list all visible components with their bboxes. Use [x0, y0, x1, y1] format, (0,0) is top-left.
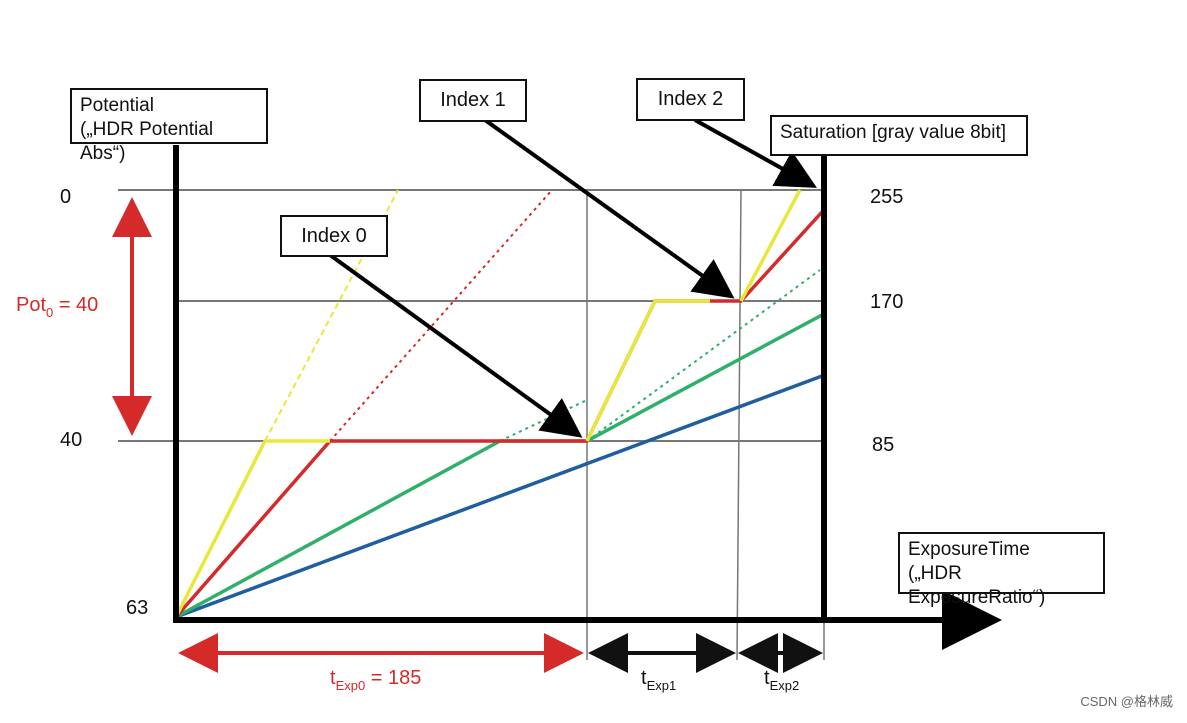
potential-subtitle: („HDR Potential Abs“) — [80, 119, 214, 164]
texp2-subscript: Exp2 — [769, 678, 800, 693]
pot0-label: Pot0 = 40 — [16, 293, 99, 320]
exposure-title: ExposureTime — [908, 539, 1030, 560]
yellow-response-line-3 — [739, 189, 802, 302]
potential-label-box: Potential („HDR Potential Abs“) — [70, 88, 268, 164]
index1-arrow — [483, 118, 735, 299]
texp0-value: = 185 — [365, 667, 422, 689]
green-dashed-extension — [499, 399, 588, 442]
pot0-value: = 40 — [53, 294, 99, 316]
potential-value-top: 0 — [60, 186, 72, 208]
index0-box: Index 0 — [280, 215, 388, 257]
saturation-value-mid: 170 — [870, 291, 904, 313]
blue-response-line — [175, 374, 823, 619]
vline-exp1 — [736, 189, 742, 661]
watermark: CSDN @格林威 — [1080, 694, 1173, 709]
texp0-label: tExp0 = 185 — [330, 666, 422, 693]
potential-title: Potential — [80, 95, 154, 116]
texp0-t: t — [330, 667, 336, 689]
green-response-line — [175, 313, 823, 619]
saturation-label-box: Saturation [gray value 8bit] — [770, 115, 1028, 156]
yellow-response-line — [174, 439, 330, 618]
texp1-subscript: Exp1 — [646, 678, 677, 693]
index0-arrow — [328, 253, 583, 438]
exposure-subtitle: („HDR ExposureRatio“) — [908, 563, 1046, 608]
index1-label: Index 1 — [440, 89, 506, 111]
index1-box: Index 1 — [419, 79, 527, 122]
pot0-prefix: Pot — [16, 294, 47, 316]
saturation-title: Saturation [gray value 8bit] — [780, 122, 1007, 143]
index2-arrow — [694, 118, 817, 188]
index2-label: Index 2 — [657, 88, 724, 110]
saturation-value-low: 85 — [872, 434, 895, 456]
texp1-t: t — [641, 667, 647, 689]
yellow-response-line-2 — [585, 299, 710, 442]
green-dashed-extension-2 — [586, 269, 821, 442]
potential-value-bottom: 63 — [126, 597, 149, 619]
potential-value-mid: 40 — [60, 429, 83, 451]
yellow-dashed-extension — [264, 189, 399, 442]
saturation-value-top: 255 — [870, 186, 904, 208]
exposure-label-box: ExposureTime („HDR ExposureRatio“) — [898, 532, 1105, 608]
texp0-subscript: Exp0 — [335, 678, 366, 693]
texp1-label: tExp1 — [641, 666, 677, 693]
red-response-line — [174, 210, 824, 619]
index2-box: Index 2 — [636, 78, 745, 121]
pot0-subscript: 0 — [46, 305, 54, 320]
index0-label: Index 0 — [301, 224, 367, 247]
texp2-label: tExp2 — [764, 666, 800, 693]
texp2-t: t — [764, 667, 770, 689]
